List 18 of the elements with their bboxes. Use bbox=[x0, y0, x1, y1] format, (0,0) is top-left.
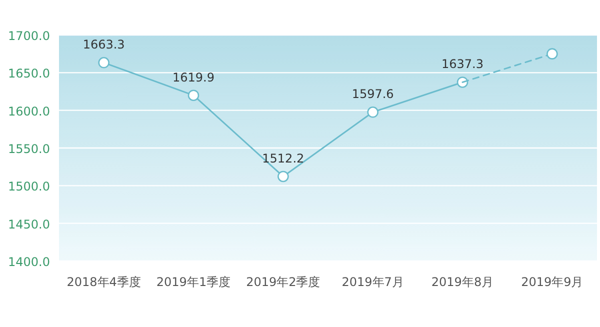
y-tick-label: 1450.0 bbox=[8, 217, 50, 232]
x-tick-label: 2019年2季度 bbox=[246, 275, 320, 289]
data-label: 1637.3 bbox=[442, 57, 484, 72]
x-tick-label: 2019年7月 bbox=[342, 275, 404, 289]
y-tick-label: 1650.0 bbox=[8, 66, 50, 81]
data-label: 1663.3 bbox=[82, 38, 125, 52]
y-tick-label: 1400.0 bbox=[8, 255, 50, 269]
data-label: 1597.6 bbox=[352, 87, 394, 102]
y-tick-label: 1600.0 bbox=[8, 104, 50, 118]
data-label: 1512.2 bbox=[262, 151, 304, 166]
y-tick-label: 1550.0 bbox=[8, 142, 50, 156]
x-tick-label: 2019年1季度 bbox=[156, 275, 231, 289]
x-tick-label: 2018年4季度 bbox=[66, 275, 141, 289]
y-tick-label: 1500.0 bbox=[8, 180, 50, 194]
data-label: 1619.9 bbox=[172, 70, 214, 84]
x-tick-label: 2019年8月 bbox=[431, 275, 494, 289]
x-tick-label: 2019年9月 bbox=[521, 275, 584, 289]
y-tick-label: 1700.0 bbox=[8, 29, 50, 43]
